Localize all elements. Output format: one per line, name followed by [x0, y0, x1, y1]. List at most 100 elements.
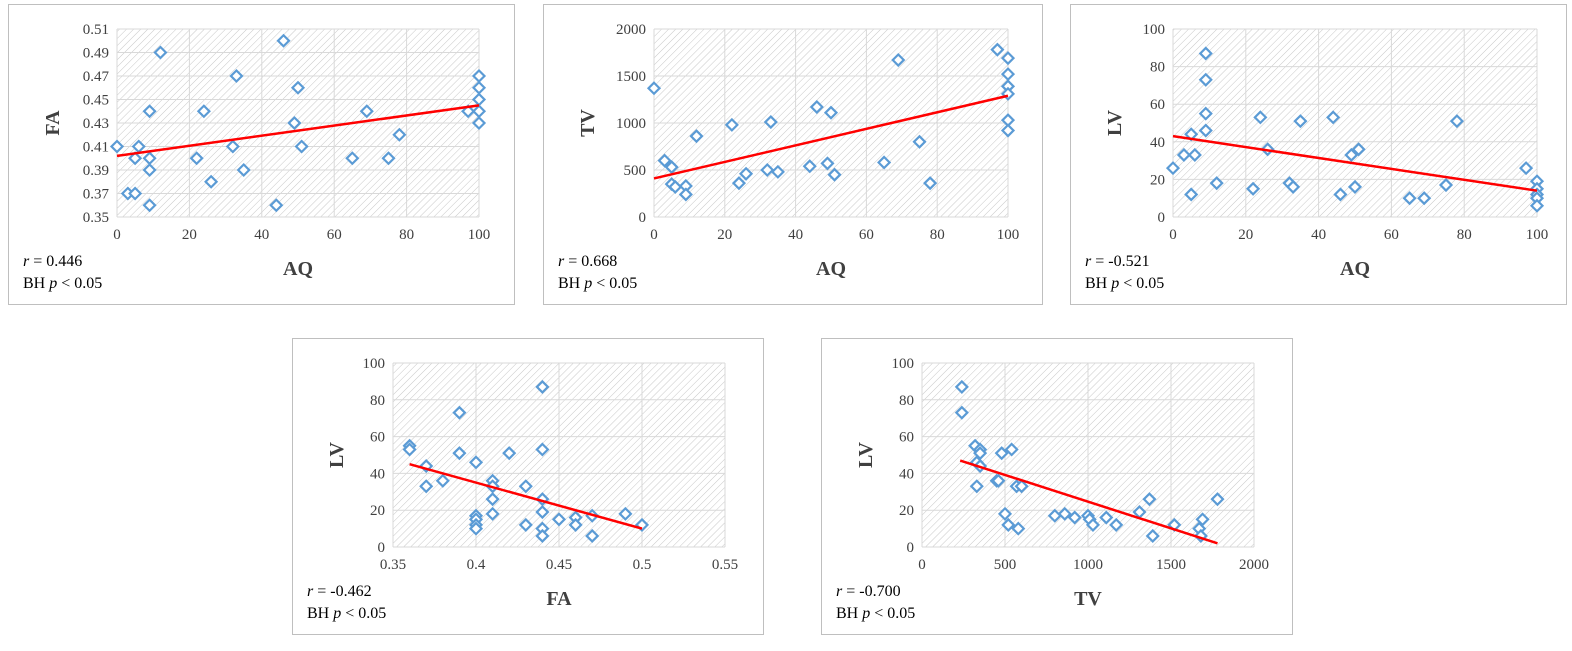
data-point — [997, 506, 1013, 521]
y-tick-label: 0 — [1158, 210, 1166, 226]
data-point — [287, 115, 302, 131]
y-tick-label: 1500 — [616, 69, 646, 85]
data-point — [1246, 181, 1261, 196]
trend-line — [1172, 134, 1538, 192]
data-point — [991, 473, 1006, 488]
data-point — [276, 33, 291, 48]
chart-svg-aq-lv: 0 20 40 60 80 100 0 20 40 60 80 100 AQ LV — [1104, 22, 1548, 280]
data-point — [189, 151, 204, 166]
chart-panel-tv-lv: 0 20 40 60 80 100 0 500 1000 1500 2000 TV LV r = -0.… — [821, 338, 1293, 635]
data-point — [1529, 198, 1545, 213]
p-line: BH p < 0.05 — [836, 605, 916, 622]
data-point — [269, 198, 284, 213]
data-point — [1333, 187, 1348, 202]
correlation-stats: r = 0.668 BH p < 0.05 — [558, 251, 637, 295]
x-axis-label: AQ — [816, 258, 846, 280]
data-point — [823, 105, 839, 120]
data-point — [585, 528, 600, 544]
data-point — [1253, 110, 1268, 125]
data-point — [1000, 123, 1016, 138]
data-point — [1286, 179, 1301, 194]
data-point — [1351, 142, 1366, 157]
data-point — [990, 42, 1005, 57]
data-point — [657, 153, 672, 168]
data-point — [381, 151, 396, 166]
y-axis-label: LV — [326, 441, 348, 468]
data-point — [1004, 442, 1019, 457]
y-tick-label: 0 — [907, 540, 915, 556]
data-point — [1344, 147, 1359, 163]
data-point — [1142, 492, 1157, 507]
data-point — [668, 179, 683, 194]
x-tick-label: 20 — [1238, 227, 1253, 243]
chart-svg-aq-fa: 0.35 0.37 0.39 0.41 0.43 0.45 0.47 0.49 0.51 0 20 4… — [42, 22, 490, 280]
y-tick-label: 0.43 — [83, 116, 109, 132]
data-point — [954, 379, 969, 394]
data-point — [535, 528, 550, 544]
x-tick-label: 40 — [788, 227, 803, 243]
y-tick-label: 2000 — [616, 22, 646, 38]
data-point — [435, 473, 450, 488]
x-tick-label: 0.45 — [546, 557, 572, 573]
y-tick-label: 0.35 — [83, 210, 109, 226]
x-tick-label: 0 — [113, 227, 121, 243]
data-point — [551, 512, 567, 527]
x-tick-label: 1000 — [1073, 557, 1103, 573]
data-point — [109, 139, 125, 154]
data-point — [1198, 106, 1213, 121]
data-point — [1210, 492, 1225, 507]
data-point — [153, 45, 168, 60]
y-axis-label: LV — [855, 441, 877, 468]
data-point — [502, 446, 517, 461]
x-tick-label: 0.55 — [712, 557, 738, 573]
data-point — [1326, 110, 1341, 125]
data-point — [1438, 177, 1454, 193]
data-point — [229, 68, 244, 84]
chart-panel-aq-fa: 0.35 0.37 0.39 0.41 0.43 0.45 0.47 0.49 0.51 0 20 4… — [8, 4, 515, 305]
data-point — [1209, 176, 1224, 191]
data-point — [1417, 191, 1432, 206]
y-tick-label: 40 — [1150, 135, 1165, 151]
y-axis-label: TV — [577, 109, 599, 137]
y-tick-label: 60 — [899, 430, 914, 446]
data-point — [1195, 512, 1210, 527]
data-point — [969, 479, 984, 494]
y-tick-label: 80 — [370, 393, 385, 409]
data-point — [204, 174, 219, 189]
x-tick-label: 60 — [327, 227, 342, 243]
y-tick-label: 1000 — [616, 116, 646, 132]
data-point — [142, 104, 157, 119]
y-tick-label: 40 — [899, 466, 914, 482]
x-axis-label: FA — [546, 588, 572, 610]
x-axis-label: AQ — [1340, 258, 1370, 280]
data-point — [1000, 51, 1016, 66]
x-tick-label: 1500 — [1156, 557, 1186, 573]
y-tick-label: 20 — [1150, 172, 1165, 188]
data-point — [402, 442, 417, 457]
data-point — [518, 479, 533, 494]
data-point — [196, 104, 211, 119]
x-tick-label: 0.5 — [633, 557, 652, 573]
data-point — [1402, 191, 1417, 206]
y-tick-label: 0 — [639, 210, 647, 226]
y-axis-label: FA — [42, 110, 64, 136]
y-tick-label: 0.45 — [83, 93, 109, 109]
x-tick-label: 0 — [650, 227, 658, 243]
y-tick-label: 20 — [899, 503, 914, 519]
data-point — [820, 156, 835, 171]
y-tick-label: 0.49 — [83, 46, 109, 62]
data-point — [738, 166, 754, 181]
data-point — [225, 139, 240, 154]
data-point — [290, 80, 306, 95]
correlation-stats: r = -0.700 BH p < 0.05 — [836, 581, 915, 625]
data-point — [877, 155, 892, 170]
y-tick-label: 0.51 — [83, 22, 109, 38]
data-point — [535, 504, 550, 520]
data-point — [664, 160, 679, 175]
trend-line — [653, 94, 1009, 180]
p-line: BH p < 0.05 — [307, 605, 387, 622]
data-point — [1198, 46, 1213, 61]
data-point — [294, 139, 309, 154]
data-point — [689, 129, 704, 144]
